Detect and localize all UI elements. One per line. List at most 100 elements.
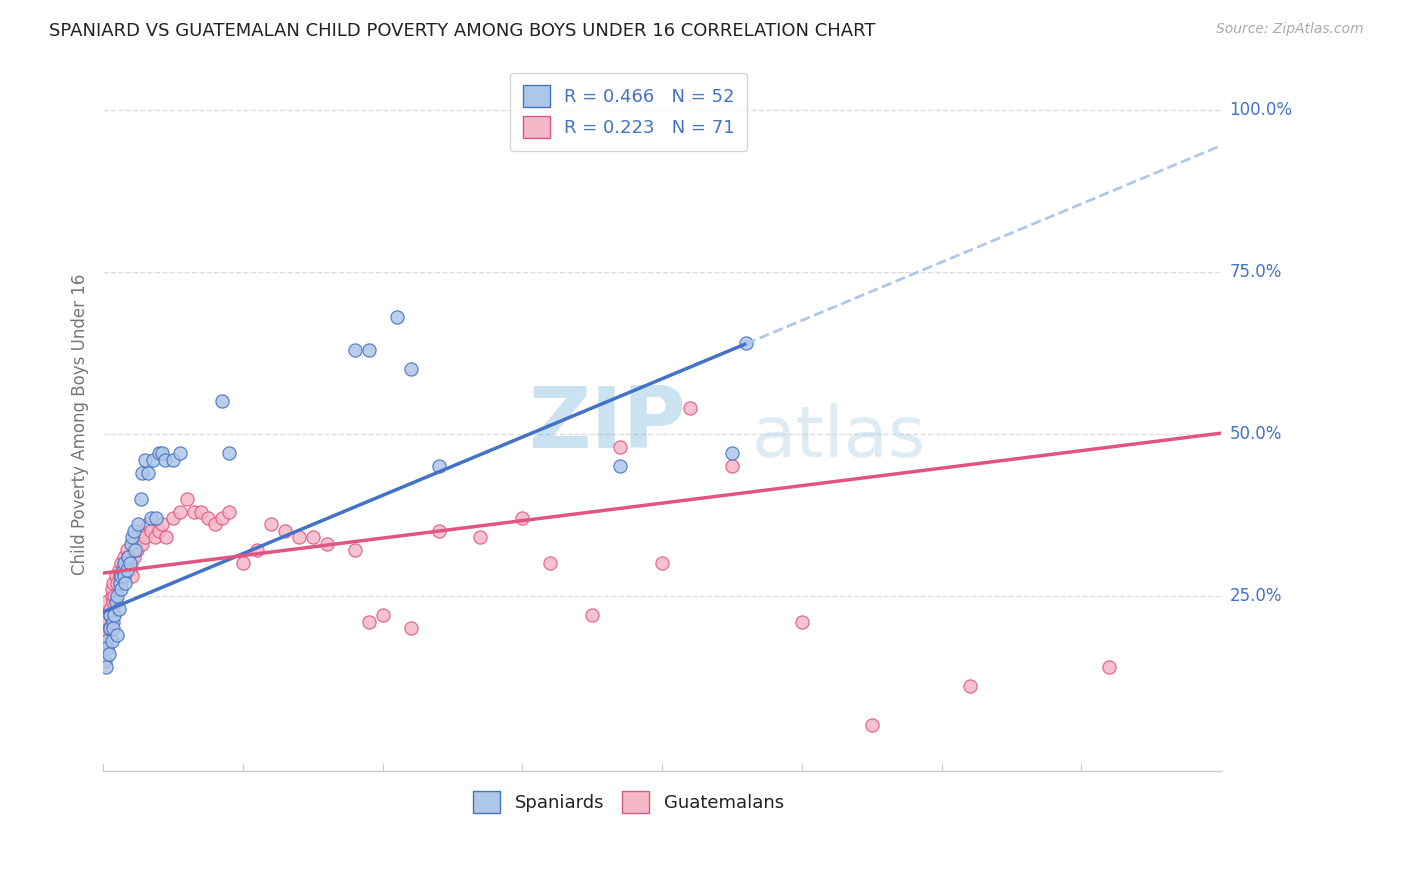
Point [139, 511, 162, 525]
Point [204, 517, 226, 532]
Point [93, 608, 115, 623]
Point [122, 524, 145, 538]
Point [190, 504, 212, 518]
Text: SPANIARD VS GUATEMALAN CHILD POVERTY AMONG BOYS UNDER 16 CORRELATION CHART: SPANIARD VS GUATEMALAN CHILD POVERTY AMO… [49, 22, 876, 40]
Point [110, 557, 132, 571]
Point [721, 459, 744, 474]
Point [139, 524, 162, 538]
Point [1098, 660, 1121, 674]
Point [260, 517, 283, 532]
Point [108, 575, 131, 590]
Point [112, 557, 135, 571]
Point [301, 531, 323, 545]
Point [117, 549, 139, 564]
Point [98, 608, 121, 623]
Point [609, 440, 631, 454]
Point [134, 531, 156, 545]
Point [512, 511, 534, 525]
Point [131, 466, 153, 480]
Point [357, 615, 380, 629]
Point [120, 557, 142, 571]
Point [427, 459, 450, 474]
Point [169, 446, 191, 460]
Point [162, 452, 184, 467]
Point [399, 362, 422, 376]
Point [134, 452, 156, 467]
Point [581, 608, 603, 623]
Point [136, 466, 159, 480]
Point [118, 557, 141, 571]
Point [125, 543, 148, 558]
Point [288, 531, 311, 545]
Point [112, 569, 135, 583]
Point [104, 595, 127, 609]
Point [112, 549, 135, 564]
Point [118, 563, 141, 577]
Point [343, 343, 366, 357]
Point [98, 621, 121, 635]
Point [470, 531, 492, 545]
Point [104, 569, 127, 583]
Point [111, 563, 134, 577]
Point [100, 634, 122, 648]
Point [94, 634, 117, 648]
Text: ZIP: ZIP [529, 383, 686, 466]
Point [127, 517, 149, 532]
Text: atlas: atlas [752, 403, 927, 473]
Point [101, 621, 124, 635]
Point [211, 511, 233, 525]
Point [232, 557, 254, 571]
Point [169, 504, 191, 518]
Point [115, 563, 138, 577]
Point [131, 537, 153, 551]
Point [609, 459, 631, 474]
Point [98, 608, 121, 623]
Point [651, 557, 673, 571]
Point [101, 595, 124, 609]
Point [122, 549, 145, 564]
Point [96, 627, 118, 641]
Point [427, 524, 450, 538]
Point [183, 504, 205, 518]
Text: 100.0%: 100.0% [1230, 101, 1292, 119]
Point [97, 621, 120, 635]
Point [150, 517, 173, 532]
Point [107, 601, 129, 615]
Point [218, 504, 240, 518]
Point [108, 569, 131, 583]
Point [148, 524, 170, 538]
Point [143, 531, 166, 545]
Point [357, 343, 380, 357]
Point [679, 401, 702, 415]
Point [115, 543, 138, 558]
Point [105, 627, 128, 641]
Point [101, 575, 124, 590]
Point [129, 491, 152, 506]
Point [343, 543, 366, 558]
Text: 25.0%: 25.0% [1230, 587, 1282, 605]
Point [162, 511, 184, 525]
Point [120, 537, 142, 551]
Point [101, 615, 124, 629]
Point [117, 549, 139, 564]
Point [197, 511, 219, 525]
Point [105, 589, 128, 603]
Point [94, 595, 117, 609]
Point [100, 582, 122, 597]
Text: 75.0%: 75.0% [1230, 263, 1282, 281]
Point [148, 446, 170, 460]
Point [371, 608, 394, 623]
Point [735, 336, 758, 351]
Point [96, 640, 118, 655]
Point [94, 660, 117, 674]
Point [211, 394, 233, 409]
Point [128, 524, 150, 538]
Point [274, 524, 297, 538]
Y-axis label: Child Poverty Among Boys Under 16: Child Poverty Among Boys Under 16 [72, 273, 89, 574]
Point [246, 543, 269, 558]
Point [121, 531, 143, 545]
Point [93, 654, 115, 668]
Point [121, 569, 143, 583]
Point [150, 446, 173, 460]
Point [124, 543, 146, 558]
